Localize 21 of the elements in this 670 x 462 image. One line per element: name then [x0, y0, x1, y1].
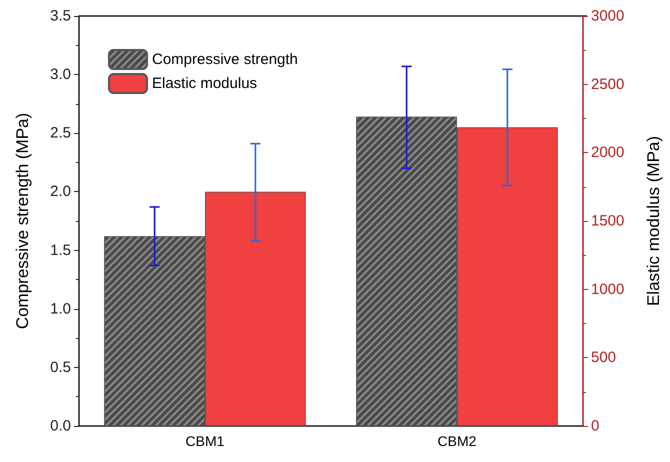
- legend-label: Elastic modulus: [152, 75, 258, 92]
- y2-tick-label: 500: [591, 349, 616, 366]
- y-tick-label: 3.5: [50, 8, 71, 24]
- y2-axis-title: Elastic modulus (MPa): [644, 136, 663, 306]
- y-tick-label: 0.5: [50, 358, 71, 376]
- y-axis-title: Compressive strength (MPa): [13, 112, 32, 330]
- y2-tick-label: 1000: [591, 280, 624, 298]
- y2-tick-label: 1500: [591, 212, 624, 230]
- y2-tick-label: 2000: [591, 144, 624, 162]
- y-tick-label: 1.0: [50, 300, 71, 318]
- y2-tick-label: 0: [591, 418, 600, 434]
- y-tick-label: 2.0: [50, 183, 71, 200]
- y-tick-label: 3.0: [50, 66, 71, 84]
- x-tick-label: CBM1: [186, 433, 225, 449]
- y-tick-label: 2.5: [50, 124, 71, 142]
- legend-label: Compressive strength: [152, 51, 298, 68]
- y-tick-label: 1.5: [50, 242, 71, 259]
- x-tick-label: CBM2: [438, 433, 477, 449]
- y2-tick-label: 3000: [591, 8, 624, 24]
- y-tick-label: 0.0: [50, 418, 71, 434]
- y2-tick-label: 2500: [591, 76, 624, 93]
